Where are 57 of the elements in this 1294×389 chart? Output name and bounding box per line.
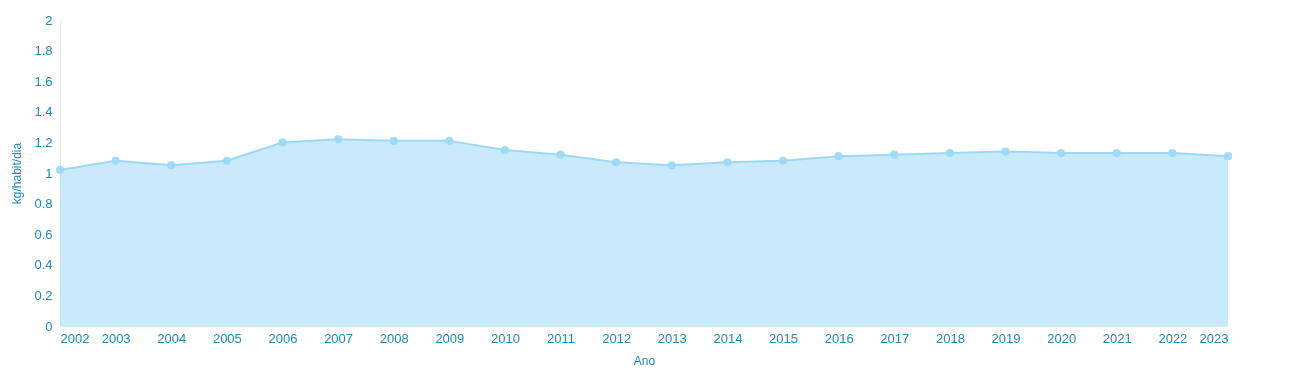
point: [389, 136, 398, 145]
x-tick-label: 2018: [935, 330, 965, 346]
y-tick-label: 1.2: [34, 134, 53, 150]
x-tick-label: 2008: [379, 330, 409, 346]
x-tick-label: 2005: [212, 330, 242, 346]
point: [167, 161, 176, 170]
point: [111, 156, 120, 165]
x-tick-label: 2010: [490, 330, 520, 346]
point: [890, 150, 899, 159]
x-tick-label: 2004: [157, 330, 187, 346]
x-tick-label: 2021: [1102, 330, 1132, 346]
point: [222, 156, 231, 165]
point: [667, 161, 676, 170]
y-tick-label: 1.6: [34, 73, 53, 89]
y-tick-label: 0.4: [34, 257, 53, 273]
y-tick-label: 0.2: [34, 287, 53, 303]
point: [612, 158, 621, 167]
x-tick-label: 2002: [60, 330, 90, 346]
x-tick-label: 2007: [324, 330, 354, 346]
x-tick-label: 2012: [602, 330, 632, 346]
x-tick-label: 2006: [268, 330, 298, 346]
point: [1168, 149, 1177, 158]
y-axis-title: kg/habit/dia: [10, 142, 25, 205]
x-axis-title: Ano: [633, 353, 656, 368]
point: [945, 149, 955, 158]
x-tick-label: 2020: [1047, 330, 1077, 346]
x-tick-label: 2015: [769, 330, 799, 346]
point: [55, 165, 65, 175]
x-tick-label: 2023: [1199, 330, 1229, 346]
y-tick-label: 1: [45, 165, 53, 181]
y-tick-label: 2: [45, 12, 53, 28]
point: [834, 152, 843, 161]
y-tick-label: 1.8: [34, 43, 53, 59]
point: [1223, 152, 1233, 161]
point: [723, 158, 732, 167]
point: [278, 138, 287, 147]
point: [1057, 149, 1066, 158]
x-tick-label: 2014: [713, 330, 743, 346]
x-tick-label: 2011: [547, 330, 576, 346]
y-tick-label: 1.4: [34, 104, 53, 120]
point: [1112, 149, 1121, 158]
x-tick-label: 2019: [991, 330, 1021, 346]
point: [1001, 147, 1010, 156]
point: [500, 145, 510, 155]
point: [445, 136, 454, 145]
x-tick-label: 2022: [1158, 330, 1188, 346]
x-tick-label: 2013: [657, 330, 687, 346]
y-tick-label: 0: [45, 318, 53, 334]
y-tick-label: 0.8: [34, 196, 53, 212]
y-tick-label: 0.6: [34, 226, 53, 242]
x-tick-label: 2017: [880, 330, 910, 346]
point: [778, 156, 788, 165]
x-tick-label: 2003: [101, 330, 131, 346]
x-tick-label: 2016: [824, 330, 854, 346]
x-tick-label: 2009: [435, 330, 465, 346]
point: [556, 150, 565, 159]
point: [333, 135, 343, 144]
